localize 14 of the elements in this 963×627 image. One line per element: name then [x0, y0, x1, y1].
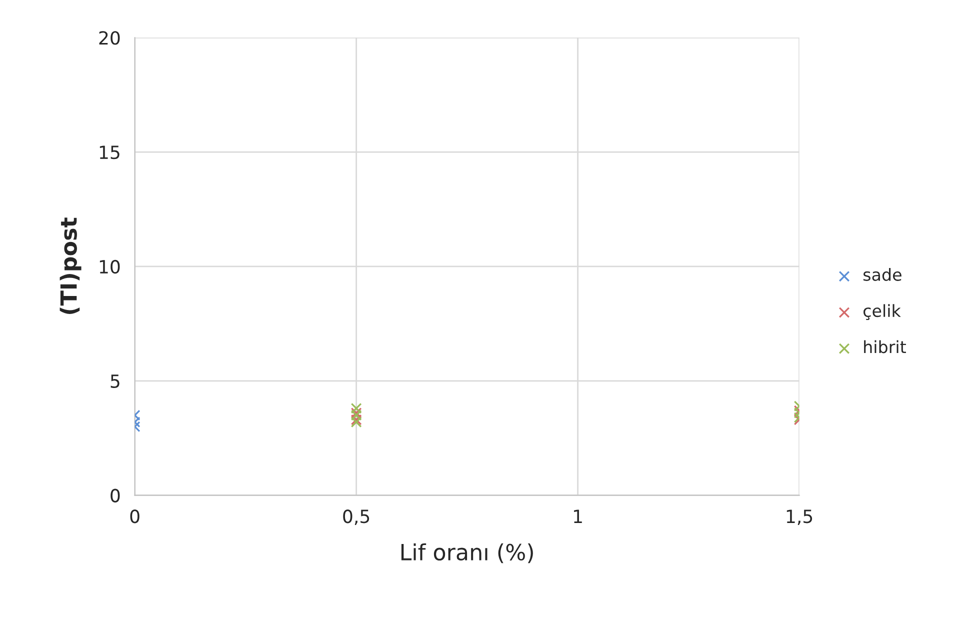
x-tick-label: 1 — [574, 510, 582, 523]
x-axis-title: Lif oranı (%) — [401, 543, 533, 564]
x-tick-label: 0,5 — [343, 510, 370, 526]
legend-label: sade — [863, 268, 902, 281]
legend-label: çelik — [864, 304, 901, 320]
y-tick-label: 5 — [110, 374, 120, 388]
y-axis-title: (TI)post — [60, 218, 82, 314]
y-tick-label: 0 — [110, 488, 120, 502]
x-tick-label: 0 — [130, 510, 140, 524]
legend-label: hibrit — [864, 340, 906, 354]
y-tick-label: 20 — [99, 31, 120, 45]
y-tick-label: 10 — [100, 260, 120, 274]
y-tick-label: 15 — [100, 146, 120, 160]
x-tick-label: 1,5 — [786, 510, 812, 526]
